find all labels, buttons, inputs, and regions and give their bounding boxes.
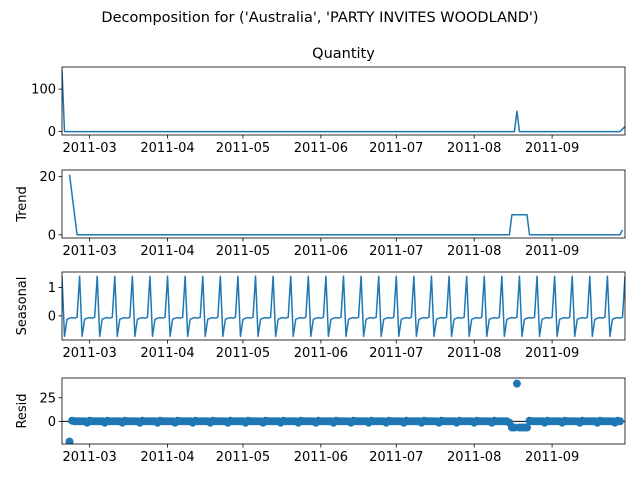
resid-axes-frame	[61, 377, 626, 445]
quantity-ytick-label: 100	[31, 83, 56, 98]
resid-xtick-label: 2011-04	[140, 450, 194, 465]
seasonal-ytick-label: 1	[48, 281, 56, 296]
seasonal-xtick-label: 2011-07	[369, 346, 423, 361]
trend-xtick-label: 2011-08	[447, 244, 501, 259]
resid-ylabel: Resid	[15, 393, 30, 428]
trend-series-line	[68, 174, 624, 236]
resid-xtick-label: 2011-07	[369, 450, 423, 465]
trend-xtick-label: 2011-05	[216, 244, 270, 259]
seasonal-panel: Seasonal 0 1 2011-03 2011-04 2011-05 2011-06 20…	[15, 271, 626, 361]
quantity-xtick-label: 2011-05	[216, 141, 270, 156]
seasonal-xtick-label: 2011-08	[447, 346, 501, 361]
resid-plot-area	[65, 379, 624, 444]
quantity-panel: Quantity 0 100 2011-03 2011-04 2011-05 2011-06…	[31, 46, 626, 156]
trend-xtick-label: 2011-09	[525, 244, 579, 259]
seasonal-xtick-label: 2011-04	[140, 346, 194, 361]
quantity-ytick-label: 0	[48, 125, 56, 140]
quantity-xtick-label: 2011-09	[525, 141, 579, 156]
seasonal-xtick-label: 2011-03	[62, 346, 116, 361]
quantity-xtick-label: 2011-06	[294, 141, 348, 156]
resid-xtick-label: 2011-09	[525, 450, 579, 465]
quantity-xtick-label: 2011-08	[447, 141, 501, 156]
resid-xtick-label: 2011-03	[62, 450, 116, 465]
resid-xtick-label: 2011-05	[216, 450, 270, 465]
trend-ytick-label: 20	[39, 170, 56, 185]
seasonal-ytick-label: 0	[48, 309, 56, 324]
seasonal-axes-frame	[61, 271, 626, 341]
seasonal-xtick-label: 2011-09	[525, 346, 579, 361]
seasonal-plot-area	[62, 275, 625, 338]
trend-xtick-label: 2011-06	[294, 244, 348, 259]
resid-ytick-label: 25	[39, 391, 56, 406]
quantity-axes-frame	[61, 66, 626, 136]
quantity-series-line	[62, 69, 625, 133]
quantity-plot-area	[62, 69, 625, 133]
trend-ytick-label: 0	[48, 228, 56, 243]
quantity-xtick-label: 2011-04	[140, 141, 194, 156]
resid-point	[65, 437, 74, 444]
seasonal-xtick-label: 2011-05	[216, 346, 270, 361]
trend-ylabel: Trend	[15, 186, 30, 223]
quantity-xtick-label: 2011-07	[369, 141, 423, 156]
resid-panel: Resid 0 25 2011-03 2011-04 2011-05 2011-06 2011…	[15, 377, 626, 465]
seasonal-series-line	[62, 275, 625, 338]
seasonal-ylabel: Seasonal	[15, 277, 30, 336]
trend-xtick-label: 2011-03	[62, 244, 116, 259]
trend-xtick-label: 2011-04	[140, 244, 194, 259]
resid-point	[512, 379, 521, 388]
seasonal-xtick-label: 2011-06	[294, 346, 348, 361]
resid-xtick-label: 2011-08	[447, 450, 501, 465]
trend-plot-area	[68, 174, 624, 236]
trend-axes-frame	[61, 169, 626, 239]
resid-xtick-label: 2011-06	[294, 450, 348, 465]
resid-point	[522, 423, 531, 432]
resid-ytick-label: 0	[48, 415, 56, 430]
resid-point	[615, 417, 624, 426]
figure-suptitle: Decomposition for ('Australia', 'PARTY I…	[101, 10, 538, 26]
trend-panel: Trend 0 20 2011-03 2011-04 2011-05 2011-06 2011…	[15, 169, 626, 259]
quantity-title: Quantity	[312, 46, 375, 62]
quantity-xtick-label: 2011-03	[62, 141, 116, 156]
trend-xtick-label: 2011-07	[369, 244, 423, 259]
